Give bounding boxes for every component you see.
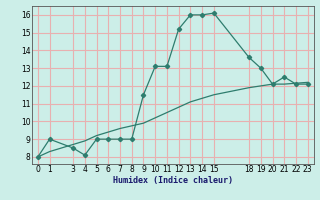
X-axis label: Humidex (Indice chaleur): Humidex (Indice chaleur) (113, 176, 233, 185)
